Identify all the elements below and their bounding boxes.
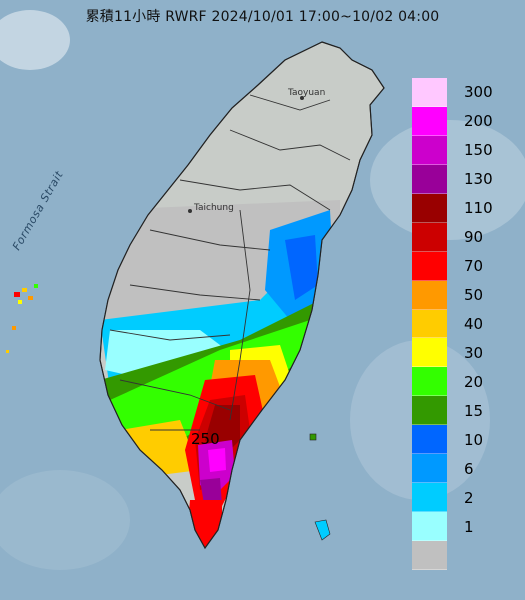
legend-label: 50 — [464, 286, 484, 305]
cloud-patch — [370, 120, 525, 240]
rain-area-200mm — [208, 448, 226, 472]
legend-swatch — [412, 483, 447, 513]
legend-swatch — [412, 309, 447, 339]
legend-label: 200 — [464, 112, 493, 131]
legend-swatch — [412, 135, 447, 165]
legend-label: 2 — [464, 488, 474, 507]
rain-area-10mm — [285, 235, 318, 300]
legend-label: 30 — [464, 343, 484, 362]
legend-label: 20 — [464, 372, 484, 391]
place-label-taoyuan: Taoyuan — [288, 88, 326, 98]
green-island — [309, 433, 317, 441]
legend-swatch — [412, 541, 447, 570]
legend-label: 15 — [464, 401, 484, 420]
legend-swatch — [412, 512, 447, 542]
legend-swatch — [412, 367, 447, 397]
legend-label: 130 — [464, 170, 493, 189]
offshore-rain-cells — [6, 284, 38, 353]
legend-label: 10 — [464, 430, 484, 449]
legend-swatch — [412, 106, 447, 136]
taoyuan-dot — [300, 96, 304, 100]
legend-swatch — [412, 251, 447, 281]
rainfall-legend: 300 200 150 130 110 90 70 50 40 30 20 15 10 6 2 1 — [412, 78, 498, 570]
orchid-island — [314, 519, 331, 541]
cloud-patch — [0, 470, 130, 570]
legend-label: 150 — [464, 141, 493, 160]
map-title: 累積11小時 RWRF 2024/10/01 17:00~10/02 04:00 — [85, 9, 440, 25]
place-label-taichung: Taichung — [194, 203, 234, 213]
taichung-dot — [188, 209, 192, 213]
legend-label: 300 — [464, 83, 493, 102]
legend-swatch — [412, 338, 447, 368]
max-rainfall-label: 250 — [191, 430, 220, 448]
legend-swatch — [412, 454, 447, 484]
legend-label: 90 — [464, 228, 484, 247]
legend-label: 110 — [464, 199, 493, 218]
county-borders — [109, 94, 351, 431]
legend-label: 1 — [464, 517, 474, 536]
cloud-patch — [0, 10, 70, 70]
legend-swatch — [412, 164, 447, 194]
legend-swatch — [412, 280, 447, 310]
legend-swatch — [412, 222, 447, 252]
legend-label: 40 — [464, 315, 484, 333]
taiwan-coastline — [99, 41, 385, 550]
legend-swatch — [412, 396, 447, 426]
legend-label: 70 — [464, 257, 484, 276]
legend-swatch — [412, 193, 447, 223]
legend-label: 6 — [464, 459, 474, 478]
legend-swatch — [412, 425, 447, 455]
legend-swatch — [412, 78, 447, 107]
